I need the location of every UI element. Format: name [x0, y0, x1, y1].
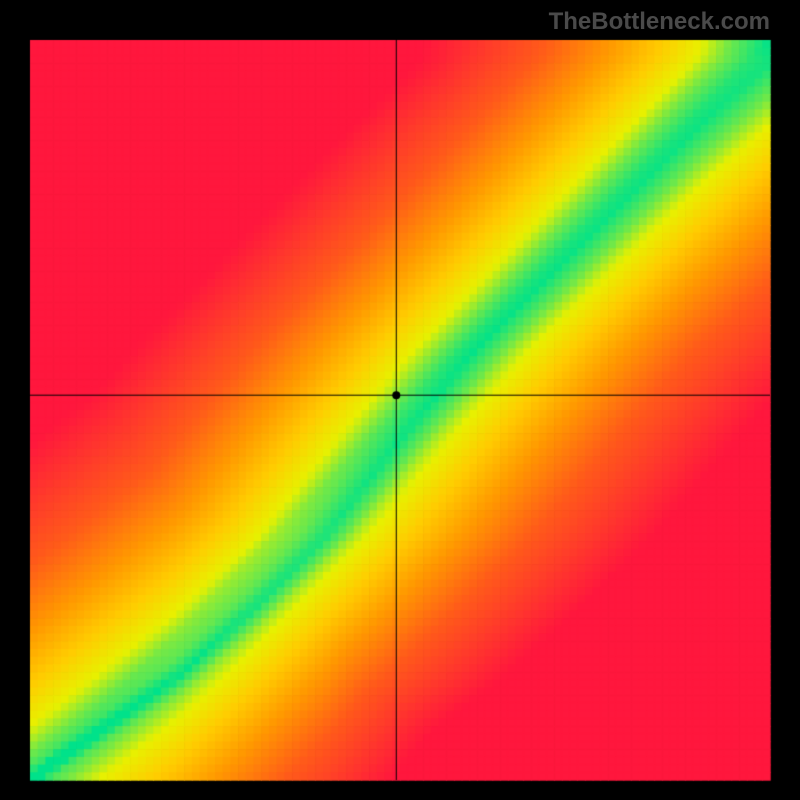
chart-container: TheBottleneck.com	[0, 0, 800, 800]
bottleneck-heatmap	[0, 0, 800, 800]
watermark-text: TheBottleneck.com	[549, 8, 770, 36]
